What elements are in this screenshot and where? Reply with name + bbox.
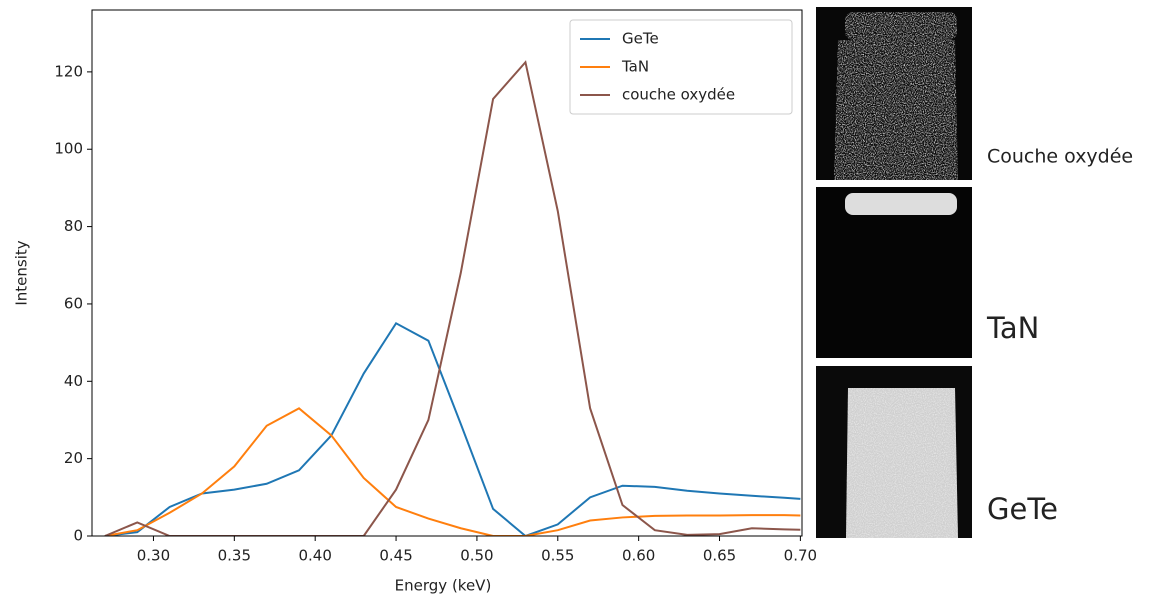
x-tick-label: 0.50 (460, 547, 493, 565)
x-tick-label: 0.45 (379, 547, 412, 565)
image-noise (846, 388, 958, 538)
x-tick-label: 0.70 (784, 547, 817, 565)
x-axis-label: Energy (keV) (395, 577, 492, 595)
x-tick-label: 0.65 (703, 547, 736, 565)
x-tick-label: 0.55 (541, 547, 574, 565)
y-tick-label: 40 (64, 372, 83, 390)
images (816, 7, 972, 538)
legend-label: GeTe (622, 30, 659, 48)
y-tick-label: 80 (64, 217, 83, 235)
x-tick-label: 0.40 (298, 547, 331, 565)
y-tick-label: 60 (64, 294, 83, 312)
series-line (104, 60, 801, 536)
panel-label: TaN (986, 311, 1039, 345)
y-tick-label: 100 (54, 140, 83, 158)
image-band (845, 12, 957, 40)
plot-frame (91, 9, 803, 537)
x-tick-label: 0.60 (622, 547, 655, 565)
image-tan (816, 187, 972, 358)
x-tick-label: 0.30 (137, 547, 170, 565)
y-tick-label: 20 (64, 449, 83, 467)
legend-label: TaN (621, 58, 649, 76)
y-tick-label: 120 (54, 62, 83, 80)
panel-label: GeTe (987, 492, 1058, 526)
image-band (845, 193, 957, 215)
series-line (104, 407, 801, 536)
x-tick-label: 0.35 (218, 547, 251, 565)
panel-label: Couche oxydée (987, 146, 1133, 168)
y-tick-label: 0 (73, 527, 83, 545)
series-line (104, 321, 801, 536)
legend-box (569, 19, 793, 115)
legend-label: couche oxydée (622, 86, 735, 104)
image-body (834, 40, 958, 180)
y-axis-label: Intensity (13, 240, 31, 305)
